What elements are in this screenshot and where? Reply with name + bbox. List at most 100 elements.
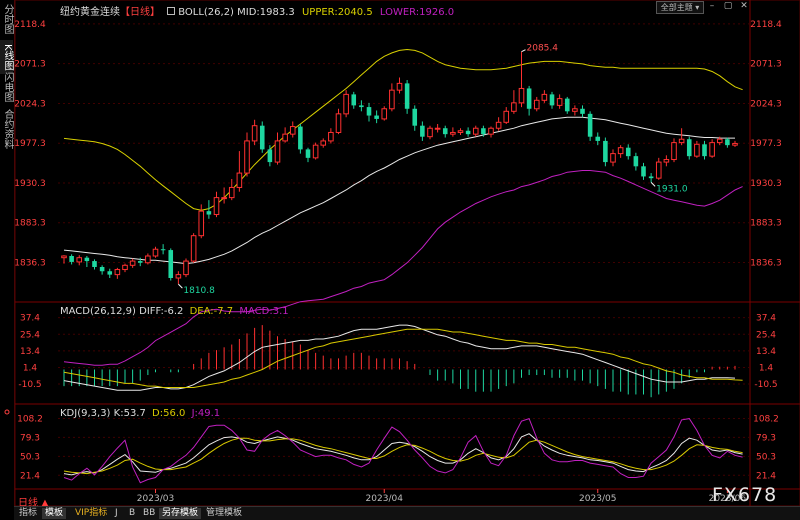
- candle-down: [481, 128, 486, 135]
- boll-lower-line: [63, 170, 743, 366]
- y-tick-label-right: 1883.3: [750, 219, 782, 229]
- y-tick-label-right: 1836.3: [750, 259, 782, 269]
- y-tick-label-right: 108.2: [753, 414, 779, 424]
- minimize-icon[interactable]: –: [709, 1, 715, 11]
- candle-up: [541, 93, 548, 101]
- kdj-label: KDJ(9,3,3): [60, 408, 111, 419]
- tab-bb[interactable]: BB: [143, 508, 156, 518]
- tab-templates[interactable]: 模板: [42, 508, 67, 519]
- boll-lower: LOWER:1926.0: [379, 7, 455, 18]
- y-tick-label-right: 25.4: [756, 330, 776, 340]
- candle-up: [396, 82, 403, 91]
- boll-header: 纽约黄金连续【日线】 BOLL(26,2) MID:1983.3 UPPER:2…: [60, 3, 454, 18]
- y-tick-label-right: 50.3: [756, 452, 776, 462]
- boll-upper: UPPER:2040.5: [301, 7, 373, 18]
- close-icon[interactable]: ✕: [740, 1, 748, 11]
- pane-marker-icon: [4, 409, 10, 415]
- y-tick-label-left: 1883.3: [14, 219, 46, 229]
- sidebar-tab-contract-info[interactable]: 合约资料: [2, 109, 13, 149]
- candle-up: [572, 108, 578, 112]
- y-tick-label-left: 79.3: [20, 433, 40, 443]
- tab-vip-indicators[interactable]: VIP指标: [75, 508, 108, 518]
- candle-up: [518, 87, 525, 104]
- candle-up: [145, 255, 151, 264]
- sidebar-tab-kline[interactable]: K线图: [0, 40, 13, 74]
- candle-down: [625, 147, 631, 157]
- watermark-logo: FX678: [712, 484, 778, 506]
- candle-up: [221, 197, 227, 200]
- y-tick-label-left: 1.4: [23, 364, 38, 374]
- x-tick-label: 2023/06: [709, 494, 747, 504]
- candle-up: [617, 147, 624, 155]
- candle-up: [495, 121, 502, 129]
- candle-up: [183, 260, 189, 276]
- candle-up: [389, 89, 395, 110]
- bottom-toolbar: 指标 模板 VIP指标 J B BB 另存模板 管理模板: [14, 506, 800, 520]
- sidebar-tab-flash[interactable]: 闪电图: [2, 72, 13, 102]
- kdj-header: KDJ(9,3,3) K:53.7 D:56.0 J:49.1: [60, 408, 220, 419]
- candle-down: [641, 166, 646, 177]
- candle-down: [412, 108, 418, 126]
- candle-up: [716, 138, 723, 144]
- y-tick-label-left: 2071.3: [14, 60, 46, 70]
- candle-up: [694, 143, 700, 157]
- candle-up: [175, 274, 182, 279]
- candle-down: [580, 108, 585, 114]
- y-tick-label-right: 2024.3: [750, 99, 782, 109]
- candle-up: [533, 99, 540, 110]
- candle-up: [236, 172, 243, 188]
- y-tick-label-right: 13.4: [756, 347, 776, 357]
- candle-up: [457, 130, 464, 133]
- tab-indicators[interactable]: 指标: [19, 508, 38, 518]
- x-tick-label: 2023/03: [137, 494, 174, 504]
- y-tick-label-left: 25.4: [20, 330, 40, 340]
- candle-down: [366, 107, 372, 116]
- tab-manage-templates[interactable]: 管理模板: [206, 508, 243, 518]
- candle-down: [725, 139, 730, 146]
- checkbox-icon[interactable]: [167, 7, 176, 15]
- kdj-k-line: [63, 433, 743, 476]
- annotation-high-label: 2085.4: [527, 44, 559, 54]
- instrument-name: 纽约黄金连续: [60, 7, 120, 18]
- candle-down: [595, 136, 601, 141]
- period-tag: 【日线】: [120, 7, 160, 18]
- y-tick-label-right: 2118.4: [750, 20, 782, 30]
- candle-up: [434, 127, 441, 130]
- tab-save-template[interactable]: 另存模板: [159, 508, 202, 519]
- y-tick-label-left: 2118.4: [14, 20, 46, 30]
- period-selector[interactable]: 日线 ▲: [18, 498, 49, 509]
- y-tick-label-left: 21.4: [20, 471, 40, 481]
- restore-icon[interactable]: ▢: [723, 1, 733, 11]
- candle-up: [122, 264, 128, 271]
- candle-up: [556, 98, 563, 106]
- candle-up: [663, 159, 670, 163]
- annotation-pointer: [521, 49, 526, 53]
- macd-label: MACD(26,12,9): [60, 306, 136, 317]
- kdj-j-line: [63, 417, 743, 484]
- macd-diff: DIFF:-6.2: [139, 306, 184, 317]
- y-tick-label-left: 108.2: [17, 414, 43, 424]
- candle-up: [381, 108, 388, 120]
- candle-up: [213, 197, 220, 216]
- theme-menu-button[interactable]: 全部主题 ▾: [656, 1, 704, 14]
- candle-up: [129, 260, 136, 266]
- candle-down: [351, 94, 357, 106]
- annotation-low-label: 1931.0: [656, 184, 688, 194]
- candle-up: [198, 210, 205, 237]
- candle-down: [633, 156, 639, 167]
- macd-dea-line: [63, 328, 743, 388]
- candle-down: [206, 211, 212, 215]
- tab-b[interactable]: B: [129, 508, 136, 518]
- tab-j[interactable]: J: [115, 508, 118, 518]
- candle-down: [160, 249, 166, 251]
- sidebar-tab-timeshare[interactable]: 分时图: [2, 4, 13, 34]
- candle-down: [603, 140, 608, 163]
- candle-up: [709, 142, 715, 157]
- candle-up: [671, 142, 677, 161]
- candle-up: [655, 161, 662, 179]
- x-tick-label: 2023/05: [579, 494, 616, 504]
- candle-down: [465, 130, 471, 135]
- y-tick-label-right: 1.4: [759, 364, 774, 374]
- candle-down: [267, 149, 273, 163]
